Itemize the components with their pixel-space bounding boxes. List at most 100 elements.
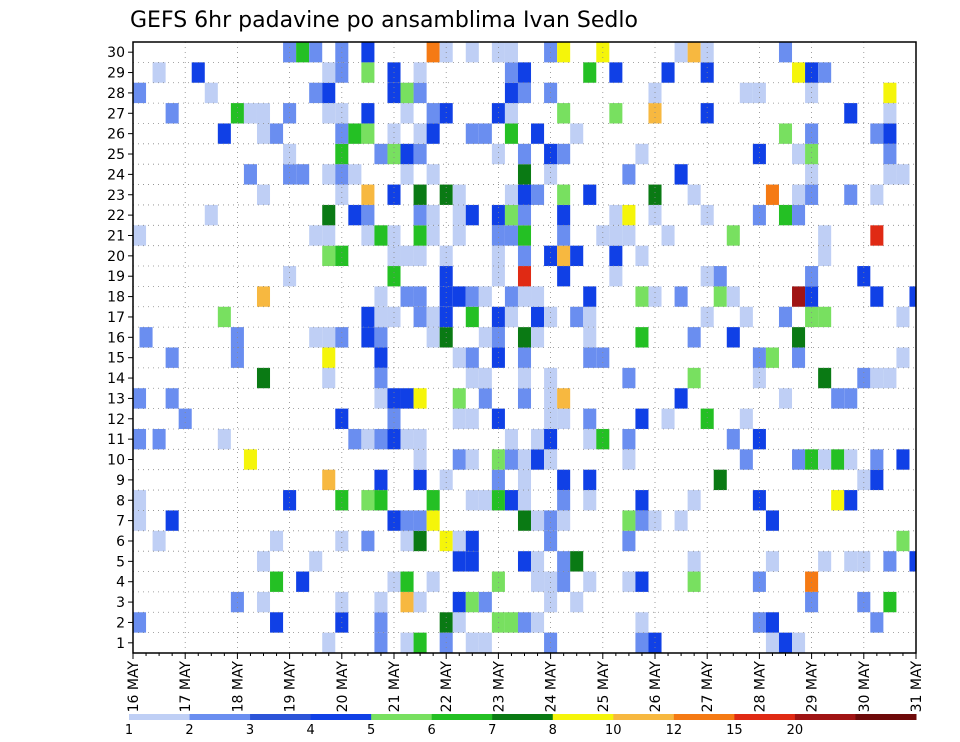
- heatmap-cell: [361, 530, 375, 552]
- x-tick-label: 17 MAY: [178, 661, 194, 713]
- heatmap-cell: [792, 62, 806, 83]
- heatmap-cell: [661, 62, 675, 83]
- heatmap-cell: [309, 327, 323, 348]
- colorbar-label: 7: [488, 723, 496, 738]
- x-tick-label: 26 MAY: [648, 661, 664, 713]
- heatmap-cell: [465, 551, 479, 572]
- heatmap-cell: [335, 408, 349, 429]
- heatmap-cell: [413, 428, 427, 450]
- y-tick-label: 23: [107, 188, 125, 204]
- heatmap-cell: [335, 164, 349, 185]
- heatmap-cell: [557, 143, 571, 165]
- heatmap-cell: [544, 306, 558, 328]
- heatmap-cell: [413, 632, 427, 653]
- heatmap-cell: [361, 204, 375, 226]
- heatmap-cell: [452, 530, 466, 552]
- heatmap-cell: [844, 103, 858, 124]
- y-tick-label: 26: [107, 127, 125, 143]
- heatmap-cell: [622, 510, 636, 531]
- heatmap-cell: [844, 551, 858, 572]
- x-tick-label: 23 MAY: [491, 661, 507, 713]
- heatmap-cell: [870, 286, 884, 307]
- heatmap-cell: [739, 408, 753, 429]
- y-tick-label: 25: [107, 147, 125, 163]
- heatmap-cell: [439, 266, 453, 287]
- heatmap-cell: [531, 551, 545, 572]
- heatmap-cell: [622, 204, 636, 226]
- heatmap-cell: [726, 428, 740, 450]
- heatmap-cell: [296, 42, 310, 63]
- heatmap-cell: [805, 184, 819, 205]
- heatmap-cell: [400, 591, 414, 613]
- heatmap-cell: [765, 347, 779, 368]
- heatmap-cell: [504, 286, 518, 307]
- y-tick-label: 3: [116, 595, 125, 611]
- heatmap-cell: [896, 530, 910, 552]
- y-tick-label: 5: [116, 554, 125, 570]
- colorbar-label: 12: [666, 723, 683, 738]
- heatmap-cell: [674, 286, 688, 307]
- heatmap-cell: [322, 245, 336, 267]
- heatmap-cell: [335, 184, 349, 205]
- heatmap-cells: [133, 42, 916, 653]
- heatmap-cell: [335, 123, 349, 144]
- heatmap-cell: [374, 428, 388, 450]
- heatmap-cell: [243, 449, 257, 470]
- heatmap-cell: [805, 449, 819, 470]
- heatmap-cell: [687, 571, 701, 592]
- heatmap-cell: [491, 408, 505, 429]
- heatmap-cell: [426, 123, 440, 144]
- colorbar-swatch: [431, 714, 493, 720]
- colorbar-label: 1: [125, 723, 133, 738]
- colorbar-swatch: [250, 714, 312, 720]
- heatmap-cell: [204, 204, 218, 226]
- heatmap-cell: [374, 469, 388, 491]
- heatmap-cell: [413, 286, 427, 307]
- heatmap-cell: [726, 327, 740, 348]
- grid-lines: [132, 42, 917, 653]
- heatmap-cell: [387, 388, 401, 409]
- heatmap-cell: [152, 428, 166, 450]
- heatmap-cell: [517, 225, 532, 246]
- heatmap-cell: [635, 286, 649, 307]
- heatmap-cell: [818, 367, 832, 389]
- heatmap-cell: [452, 408, 466, 429]
- heatmap-cell: [765, 184, 779, 205]
- heatmap-cell: [478, 123, 492, 144]
- heatmap-cell: [583, 469, 597, 491]
- heatmap-cell: [322, 327, 336, 348]
- heatmap-cell: [609, 204, 623, 226]
- heatmap-cell: [165, 103, 179, 124]
- heatmap-cell: [191, 62, 205, 83]
- heatmap-cell: [635, 571, 649, 592]
- heatmap-cell: [217, 306, 231, 328]
- heatmap-cell: [387, 245, 401, 267]
- heatmap-cell: [883, 103, 897, 124]
- heatmap-cell: [465, 367, 479, 389]
- heatmap-cell: [400, 510, 414, 531]
- heatmap-cell: [413, 123, 427, 144]
- heatmap-cell: [491, 225, 505, 246]
- heatmap-cell: [713, 266, 727, 287]
- heatmap-cell: [792, 286, 806, 307]
- heatmap-cell: [439, 306, 453, 328]
- heatmap-cell: [230, 103, 244, 124]
- heatmap-cell: [517, 82, 532, 104]
- heatmap-cell: [765, 632, 779, 653]
- colorbar-swatch: [855, 714, 917, 720]
- x-tick-label: 19 MAY: [283, 661, 299, 713]
- heatmap-cell: [400, 103, 414, 124]
- heatmap-cell: [400, 164, 414, 185]
- heatmap-cell: [478, 286, 492, 307]
- heatmap-cell: [517, 204, 532, 226]
- heatmap-cell: [217, 428, 231, 450]
- heatmap-cell: [322, 632, 336, 653]
- heatmap-cell: [583, 571, 597, 592]
- heatmap-cell: [452, 551, 466, 572]
- heatmap-cell: [133, 490, 147, 511]
- heatmap-cell: [504, 225, 518, 246]
- heatmap-cell: [413, 184, 427, 205]
- heatmap-cell: [844, 449, 858, 470]
- heatmap-cell: [544, 530, 558, 552]
- heatmap-cell: [309, 82, 323, 104]
